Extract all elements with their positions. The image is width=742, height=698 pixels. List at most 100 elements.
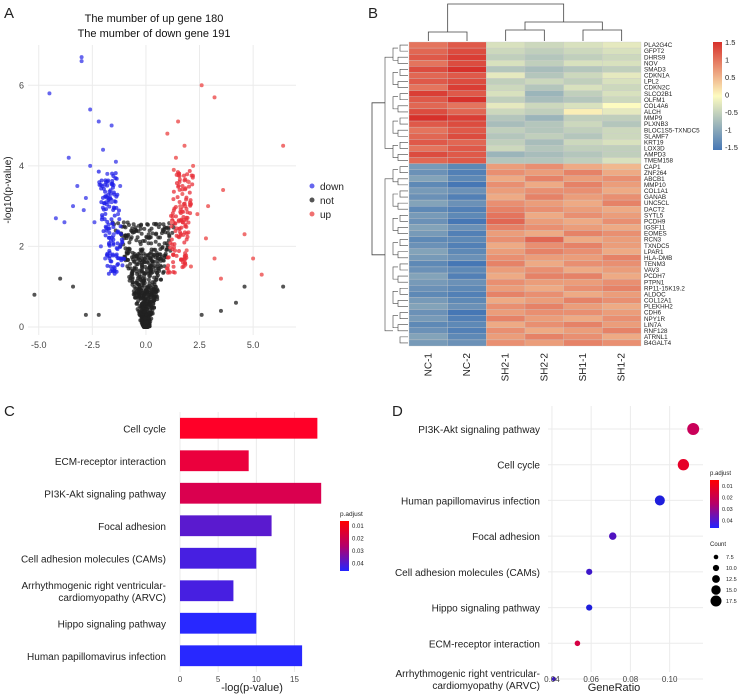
heatmap-cell — [447, 236, 487, 243]
heatmap-cell — [524, 133, 564, 140]
dot-x-tick: 0.10 — [662, 675, 678, 684]
heatmap-cell — [486, 339, 526, 347]
heatmap-cell — [486, 78, 526, 85]
heatmap-row-label: B4GALT4 — [644, 340, 672, 347]
heatmap-row-label: ABCB1 — [644, 176, 665, 183]
volcano-point-down — [101, 229, 106, 234]
heatmap-cell — [563, 333, 603, 341]
heatmap-cell — [408, 78, 448, 85]
heatmap-cell — [602, 41, 642, 49]
volcano-point-not — [136, 229, 141, 234]
heatmap-cell — [486, 206, 526, 213]
heatmap-row-dendrogram — [392, 266, 398, 280]
heatmap-cell — [408, 339, 448, 347]
volcano-point-up — [186, 220, 191, 225]
heatmap-row-label: OLFM1 — [644, 97, 665, 104]
volcano-point-up — [176, 119, 181, 124]
volcano-legend-label: down — [320, 182, 344, 193]
volcano-point-down — [109, 217, 114, 222]
heatmap-cell — [408, 96, 448, 103]
volcano-point-up — [169, 224, 174, 229]
volcano-point-not — [152, 305, 157, 310]
volcano-point-up — [172, 206, 177, 211]
volcano-point-down — [102, 201, 107, 206]
volcano-point-down — [103, 233, 108, 238]
volcano-point-not — [164, 241, 169, 246]
volcano-point-down — [107, 189, 112, 194]
heatmap-cell — [447, 303, 487, 310]
heatmap-cell — [563, 206, 603, 213]
heatmap-row-label: IGSF11 — [644, 225, 666, 232]
heatmap-cell — [524, 206, 564, 213]
volcano-point-down — [118, 224, 123, 229]
heatmap-cell — [408, 212, 448, 219]
heatmap-cell — [486, 175, 526, 182]
volcano-point-down — [109, 200, 114, 205]
heatmap-cell — [524, 333, 564, 341]
volcano-point-down — [104, 228, 109, 233]
heatmap-cell — [486, 139, 526, 146]
volcano-point-up — [174, 233, 179, 238]
volcano-point-up — [221, 188, 226, 192]
heatmap-cell — [524, 315, 564, 322]
heatmap-row-label: COL4A6 — [644, 103, 669, 110]
heatmap-cell — [408, 333, 448, 341]
heatmap-cell — [486, 169, 526, 176]
heatmap-cell — [408, 272, 448, 280]
heatmap-row-dendrogram — [399, 166, 408, 174]
dot-legend-color-tick: 0.04 — [722, 519, 733, 525]
heatmap-cell — [486, 278, 526, 286]
heatmap-row-dendrogram — [397, 324, 408, 332]
heatmap-cell — [524, 309, 564, 316]
volcano-point-up — [183, 186, 188, 191]
heatmap-cell — [563, 90, 603, 97]
heatmap-cell — [408, 248, 448, 255]
heatmap-cell — [486, 163, 526, 170]
volcano-point-down — [115, 256, 120, 261]
heatmap-row-label: PLXNB3 — [644, 121, 669, 128]
heatmap-cell — [602, 212, 642, 219]
heatmap-legend-tick: -1.5 — [725, 143, 738, 152]
heatmap-cell — [524, 181, 564, 189]
volcano-point-not — [146, 315, 151, 320]
heatmap-row-dendrogram — [397, 105, 408, 113]
heatmap-row-dendrogram — [371, 102, 385, 256]
heatmap-row-dendrogram — [399, 312, 408, 319]
heatmap-cell — [563, 266, 603, 274]
volcano-point-not — [281, 284, 286, 289]
volcano-point-not — [128, 261, 133, 266]
heatmap-cell — [563, 60, 603, 67]
volcano-point-up — [169, 220, 174, 225]
volcano-point-not — [145, 284, 150, 289]
volcano-y-tick: 0 — [19, 322, 24, 332]
heatmap-column-dendrogram — [447, 3, 565, 32]
volcano-point-down — [110, 253, 115, 258]
volcano-point-down — [115, 229, 120, 234]
dot — [654, 495, 665, 506]
volcano-point-up — [171, 260, 176, 265]
heatmap-cell — [447, 78, 487, 85]
heatmap-cell — [486, 291, 526, 298]
bar-category-label: PI3K-Akt signaling pathway — [44, 489, 166, 500]
heatmap-cell — [602, 47, 642, 55]
volcano-point-down — [115, 247, 120, 252]
heatmap-cell — [524, 254, 564, 262]
volcano-point-not — [142, 280, 147, 285]
heatmap-row-label: SLAMF7 — [644, 133, 669, 140]
volcano-plot-area — [28, 45, 296, 335]
heatmap-cell — [486, 333, 526, 341]
volcano-point-down — [107, 204, 112, 209]
heatmap-cell — [486, 60, 526, 67]
heatmap-cell — [602, 187, 642, 195]
volcano-point-up — [171, 252, 176, 257]
heatmap-cell — [602, 66, 642, 73]
heatmap-cell — [602, 114, 642, 122]
volcano-x-tick: 5.0 — [247, 340, 260, 350]
volcano-point-down — [88, 163, 93, 168]
bar-legend-title: p.adjust — [340, 511, 363, 518]
heatmap-cell — [486, 212, 526, 219]
volcano-point-up — [187, 184, 192, 189]
volcano-point-down — [110, 221, 115, 226]
volcano-point-up — [184, 255, 189, 260]
